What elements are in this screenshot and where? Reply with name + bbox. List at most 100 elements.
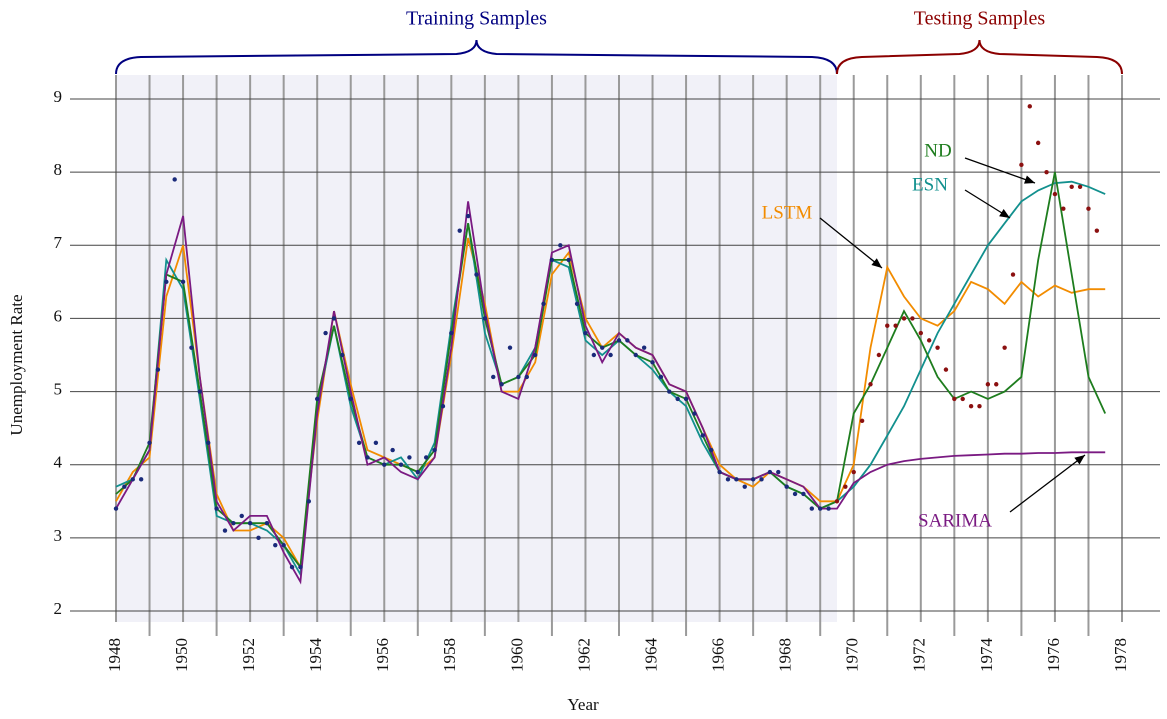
data-point — [1035, 140, 1041, 146]
data-point — [138, 477, 144, 482]
data-point — [935, 345, 940, 350]
data-point — [801, 491, 806, 497]
x-tick-label: 1976 — [1044, 638, 1063, 672]
data-point — [725, 477, 731, 482]
y-tick-label: 6 — [54, 306, 63, 325]
arrow-head — [1074, 455, 1085, 465]
data-point — [977, 404, 982, 409]
data-point — [499, 382, 504, 387]
x-tick-label: 1954 — [306, 638, 325, 673]
data-point — [348, 396, 353, 402]
x-tick-label: 1968 — [776, 638, 795, 672]
data-point — [1002, 345, 1007, 350]
data-point — [876, 352, 882, 358]
data-point — [1086, 206, 1091, 211]
y-tick-label: 5 — [54, 379, 63, 398]
data-point — [306, 499, 312, 504]
data-point — [180, 279, 186, 285]
data-point — [172, 177, 177, 182]
data-point — [1077, 184, 1083, 189]
data-point — [616, 338, 622, 343]
annotation-arrow — [819, 217, 883, 269]
y-tick-label: 9 — [54, 87, 63, 106]
data-point — [222, 528, 228, 533]
data-point — [591, 352, 597, 358]
data-point — [549, 257, 555, 263]
x-tick-label: 1962 — [574, 638, 593, 672]
data-point — [926, 338, 932, 343]
data-point — [273, 542, 278, 548]
x-tick-label: 1952 — [239, 638, 258, 672]
data-point — [516, 374, 521, 380]
data-point — [482, 316, 488, 321]
data-point — [558, 243, 563, 248]
data-point — [155, 367, 161, 372]
x-tick-label: 1950 — [172, 638, 191, 672]
y-tick-label: 8 — [54, 160, 63, 179]
data-point — [440, 404, 446, 409]
data-point — [851, 469, 856, 475]
data-point — [792, 491, 798, 497]
data-point — [683, 396, 689, 402]
data-point — [734, 477, 739, 482]
series-label: ESN — [912, 174, 948, 195]
data-point — [189, 345, 194, 350]
data-point — [818, 506, 823, 511]
data-point — [281, 542, 286, 548]
x-tick-label: 1966 — [709, 638, 728, 672]
data-point — [541, 301, 546, 306]
x-tick-label: 1974 — [977, 638, 996, 673]
data-point — [776, 469, 781, 475]
data-point — [918, 330, 923, 336]
data-point — [667, 389, 672, 394]
data-point — [457, 228, 462, 233]
data-point — [910, 316, 915, 321]
data-point — [491, 374, 496, 380]
data-point — [474, 272, 479, 277]
y-tick-label: 2 — [54, 599, 63, 618]
y-tick-label: 3 — [54, 526, 63, 545]
data-point — [214, 506, 219, 511]
data-point — [952, 396, 957, 402]
x-tick-label: 1972 — [910, 638, 929, 672]
data-point — [1019, 162, 1024, 168]
data-point — [784, 484, 789, 489]
data-point — [256, 535, 261, 541]
data-point — [742, 484, 747, 489]
data-point — [432, 447, 437, 453]
arrow-head — [999, 209, 1010, 218]
data-point — [1044, 169, 1049, 175]
data-point — [600, 345, 605, 350]
series-label: ND — [924, 140, 951, 161]
data-point — [583, 330, 588, 336]
data-point — [122, 484, 127, 489]
data-point — [1069, 184, 1074, 189]
data-point — [650, 360, 655, 365]
data-point — [323, 330, 328, 336]
data-point — [264, 521, 270, 526]
data-point — [859, 418, 865, 424]
data-point — [465, 213, 471, 219]
data-point — [1010, 272, 1016, 277]
data-point — [960, 396, 965, 402]
data-point — [524, 374, 529, 380]
data-point — [809, 506, 815, 511]
data-point — [608, 352, 613, 358]
series-line — [115, 237, 1106, 570]
data-point — [507, 345, 513, 350]
data-point — [382, 462, 387, 467]
data-point — [315, 396, 320, 402]
training-region — [116, 75, 837, 622]
data-point — [658, 374, 664, 380]
data-point — [893, 323, 898, 328]
data-point — [994, 382, 999, 387]
data-point — [633, 352, 638, 358]
region-brace — [835, 39, 1123, 75]
x-tick-label: 1978 — [1111, 638, 1130, 672]
data-point — [1061, 206, 1066, 211]
data-point — [532, 352, 538, 358]
data-point — [968, 404, 974, 409]
data-point — [1027, 104, 1032, 109]
x-tick-label: 1970 — [843, 638, 862, 672]
